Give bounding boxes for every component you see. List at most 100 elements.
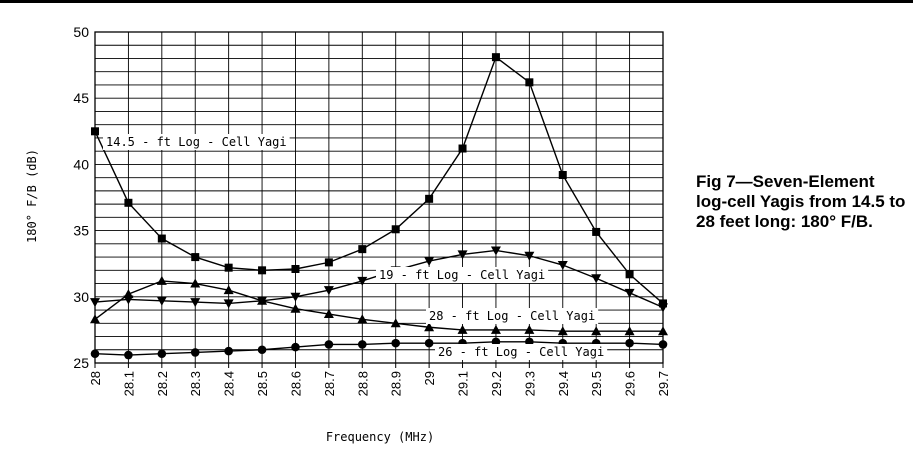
data-point bbox=[190, 348, 200, 357]
x-tick-label: 29.2 bbox=[489, 371, 504, 396]
data-point bbox=[124, 198, 133, 207]
data-point bbox=[658, 326, 668, 336]
data-point bbox=[191, 253, 200, 262]
x-tick-label: 28.5 bbox=[255, 371, 270, 396]
x-tick-label: 28.8 bbox=[355, 371, 370, 396]
x-tick-label: 29.1 bbox=[456, 371, 471, 396]
data-point bbox=[258, 266, 267, 275]
data-point bbox=[425, 194, 434, 203]
series-2 bbox=[90, 275, 668, 336]
data-point bbox=[525, 337, 534, 347]
data-point bbox=[157, 234, 166, 243]
y-axis-label: 180° F/B (dB) bbox=[25, 149, 39, 243]
figure-caption: Fig 7—Seven-Element log-cell Yagis from … bbox=[696, 172, 906, 231]
series-label: 14.5 - ft Log - Cell Yagi bbox=[106, 135, 287, 149]
data-point bbox=[257, 345, 267, 355]
series-label-background bbox=[103, 134, 290, 150]
data-point bbox=[625, 338, 634, 348]
data-point bbox=[391, 338, 401, 348]
data-point bbox=[124, 350, 133, 360]
series-group bbox=[90, 53, 668, 360]
x-tick-labels: 28 28.1 28.2 28.3 28.4 28.5 28.6 28.7 28.8 28.9 29… bbox=[88, 371, 671, 396]
data-point bbox=[190, 278, 201, 288]
data-point bbox=[524, 251, 535, 261]
data-point bbox=[156, 296, 167, 306]
x-tick-label: 28.1 bbox=[121, 371, 136, 396]
data-point bbox=[323, 286, 334, 296]
data-point bbox=[223, 285, 234, 295]
x-tick-label: 28.4 bbox=[222, 371, 237, 396]
data-point bbox=[323, 309, 334, 319]
x-tick-label: 29.6 bbox=[623, 371, 638, 396]
data-point bbox=[123, 289, 134, 299]
data-point bbox=[257, 295, 268, 305]
data-point bbox=[324, 258, 333, 267]
series-line bbox=[94, 341, 664, 356]
x-tick-label: 28.7 bbox=[322, 371, 337, 396]
series-label-background bbox=[435, 344, 608, 360]
data-point bbox=[525, 78, 534, 87]
data-point bbox=[625, 270, 634, 279]
data-point bbox=[424, 322, 435, 332]
data-point bbox=[90, 298, 100, 308]
x-tick-label: 29.3 bbox=[522, 371, 537, 396]
data-point bbox=[491, 337, 501, 347]
data-point bbox=[591, 274, 602, 284]
series-label-background bbox=[426, 308, 599, 324]
series-label: 28 - ft Log - Cell Yagi bbox=[429, 309, 595, 323]
data-point bbox=[624, 288, 635, 298]
x-tick-label: 28.6 bbox=[288, 371, 303, 396]
data-point bbox=[390, 318, 401, 328]
data-point bbox=[391, 225, 400, 234]
data-point bbox=[357, 314, 368, 324]
data-point bbox=[658, 303, 668, 313]
data-point bbox=[424, 338, 434, 348]
x-tick-label: 28.2 bbox=[155, 371, 170, 396]
data-point bbox=[290, 303, 301, 313]
data-point bbox=[624, 326, 635, 336]
data-point bbox=[457, 250, 468, 260]
x-tick-label: 29 bbox=[422, 371, 437, 385]
data-point bbox=[558, 170, 567, 179]
data-point bbox=[591, 326, 602, 336]
series-label: 26 - ft Log - Cell Yagi bbox=[438, 345, 604, 359]
top-rule bbox=[0, 0, 913, 3]
data-point bbox=[458, 144, 467, 153]
x-axis-label: Frequency (MHz) bbox=[326, 430, 434, 444]
data-point bbox=[223, 299, 234, 309]
y-tick-label: 25 bbox=[73, 355, 89, 371]
series-label-background bbox=[376, 267, 549, 283]
data-point bbox=[156, 275, 167, 285]
data-point bbox=[358, 245, 367, 254]
data-point bbox=[291, 342, 300, 352]
series-3 bbox=[90, 337, 668, 360]
y-tick-label: 45 bbox=[73, 90, 89, 106]
x-tick-label: 29.5 bbox=[589, 371, 604, 396]
data-point bbox=[592, 227, 601, 236]
x-tick-label: 28.9 bbox=[389, 371, 404, 396]
y-tick-labels: 25 30 35 40 45 50 bbox=[73, 24, 89, 371]
data-point bbox=[290, 292, 301, 302]
data-point bbox=[224, 346, 233, 356]
data-point bbox=[457, 324, 468, 334]
data-point bbox=[557, 261, 568, 271]
series-labels: 14.5 - ft Log - Cell Yagi 19 - ft Log - C… bbox=[103, 134, 608, 360]
series-label: 19 - ft Log - Cell Yagi bbox=[379, 268, 545, 282]
x-tick-label: 29.7 bbox=[656, 371, 671, 396]
data-point bbox=[224, 263, 233, 272]
data-point bbox=[291, 264, 300, 273]
data-point bbox=[90, 314, 100, 324]
data-point bbox=[524, 324, 535, 334]
data-point bbox=[357, 340, 367, 349]
series-line bbox=[94, 280, 663, 332]
y-tick-label: 35 bbox=[73, 223, 89, 239]
data-point bbox=[557, 326, 568, 336]
data-point bbox=[90, 349, 100, 359]
data-point bbox=[490, 246, 501, 256]
data-point bbox=[491, 53, 500, 62]
y-tick-label: 40 bbox=[73, 156, 89, 172]
y-tick-label: 30 bbox=[73, 289, 89, 305]
data-point bbox=[424, 257, 435, 267]
data-point bbox=[157, 349, 167, 359]
